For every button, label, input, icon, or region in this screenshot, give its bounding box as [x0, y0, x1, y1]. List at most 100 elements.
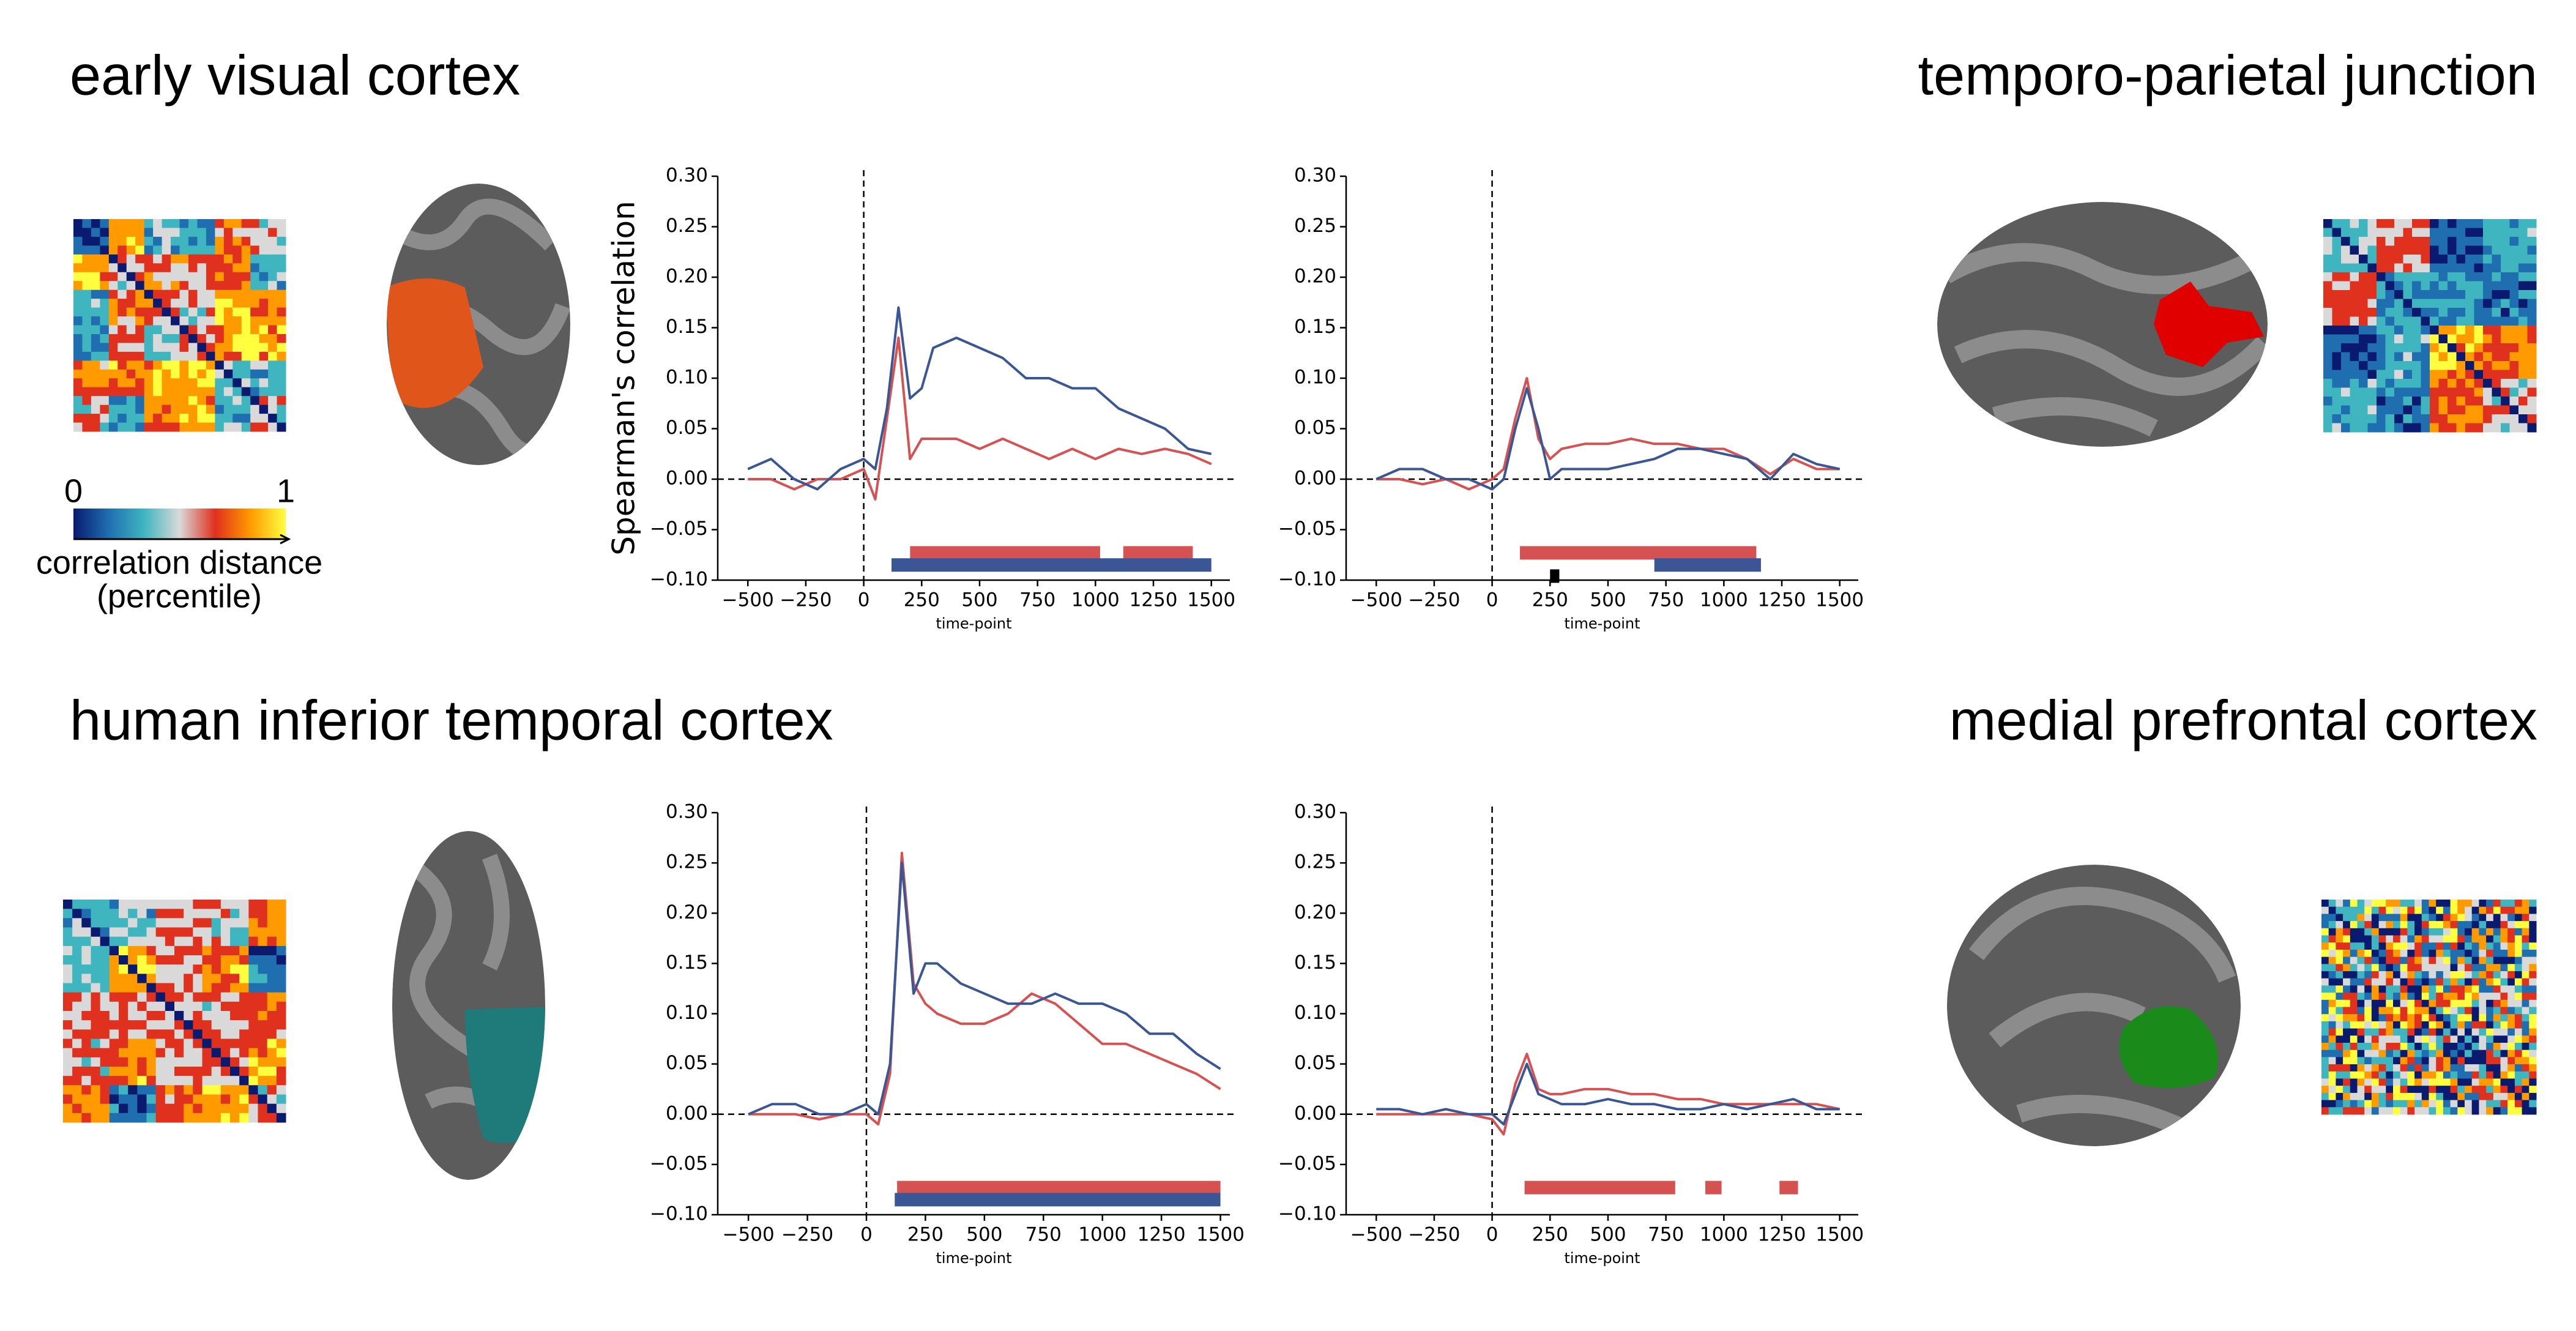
matrix-cell: [2443, 1107, 2451, 1115]
matrix-cell: [2357, 928, 2365, 936]
matrix-cell: [2336, 964, 2343, 972]
matrix-cell: [2457, 1064, 2465, 1072]
matrix-cell: [2486, 914, 2494, 922]
matrix-cell: [73, 360, 83, 370]
matrix-cell: [2438, 370, 2448, 379]
matrix-cell: [126, 396, 136, 406]
matrix-cell: [2529, 1086, 2537, 1094]
matrix-cell: [2323, 334, 2332, 344]
matrix-cell: [2323, 379, 2332, 388]
matrix-cell: [2386, 1050, 2394, 1057]
matrix-cell: [230, 1011, 240, 1021]
matrix-cell: [2486, 1050, 2494, 1057]
matrix-cell: [239, 983, 249, 993]
matrix-cell: [2471, 906, 2479, 914]
matrix-cell: [144, 219, 154, 228]
matrix-cell: [2479, 971, 2487, 979]
matrix-cell: [2421, 1007, 2429, 1015]
matrix-cell: [153, 228, 163, 237]
matrix-cell: [2350, 255, 2359, 264]
matrix-cell: [2456, 228, 2466, 237]
matrix-cell: [2323, 352, 2332, 362]
matrix-cell: [184, 1020, 193, 1030]
matrix-cell: [2371, 1092, 2380, 1101]
matrix-cell: [2518, 255, 2528, 264]
matrix-cell: [2509, 237, 2519, 246]
matrix-cell: [2492, 423, 2501, 433]
matrix-cell: [276, 1113, 286, 1123]
matrix-cell: [2479, 999, 2487, 1007]
matrix-cell: [2407, 1050, 2415, 1057]
matrix-cell: [2400, 1064, 2408, 1072]
matrix-cell: [2436, 1021, 2444, 1029]
matrix-cell: [72, 1085, 82, 1095]
matrix-cell: [2332, 387, 2342, 397]
matrix-cell: [230, 1038, 240, 1049]
matrix-cell: [2465, 219, 2474, 228]
matrix-cell: [2486, 1064, 2494, 1072]
matrix-cell: [2341, 272, 2350, 281]
matrix-cell: [2492, 255, 2501, 264]
matrix-cell: [2403, 379, 2413, 388]
matrix-cell: [2450, 971, 2458, 979]
matrix-cell: [2341, 379, 2350, 388]
matrix-cell: [81, 936, 91, 947]
matrix-cell: [146, 1103, 157, 1114]
matrix-cell: [2343, 1107, 2351, 1115]
matrix-cell: [267, 974, 277, 983]
matrix-cell: [162, 316, 171, 326]
matrix-cell: [2385, 308, 2395, 317]
matrix-cell: [179, 263, 189, 273]
matrix-cell: [2514, 993, 2523, 1001]
matrix-cell: [2456, 423, 2466, 433]
y-tick-label: 0.20: [1294, 266, 1336, 288]
matrix-cell: [2493, 928, 2501, 936]
matrix-cell: [2321, 1107, 2329, 1115]
matrix-cell: [126, 316, 136, 326]
matrix-cell: [276, 927, 286, 938]
matrix-cell: [2501, 423, 2510, 433]
matrix-cell: [117, 422, 127, 432]
matrix-cell: [174, 1076, 184, 1086]
matrix-cell: [2357, 1086, 2365, 1094]
matrix-cell: [2403, 237, 2413, 246]
matrix-cell: [2486, 1043, 2494, 1051]
matrix-cell: [2357, 1035, 2365, 1043]
matrix-cell: [2479, 1071, 2487, 1079]
matrix-cell: [126, 228, 136, 237]
matrix-cell: [165, 992, 175, 1002]
matrix-cell: [2429, 1107, 2436, 1115]
matrix-cell: [211, 945, 221, 956]
matrix-cell: [91, 236, 100, 246]
matrix-cell: [153, 360, 163, 370]
matrix-cell: [2436, 928, 2444, 936]
matrix-cell: [165, 974, 175, 983]
matrix-cell: [2465, 971, 2473, 979]
matrix-cell: [2514, 935, 2523, 943]
matrix-cell: [2336, 928, 2343, 936]
matrix-cell: [162, 422, 171, 432]
matrix-cell: [2385, 414, 2395, 423]
matrix-cell: [119, 909, 128, 919]
matrix-cell: [162, 387, 171, 397]
matrix-cell: [230, 1085, 240, 1095]
matrix-cell: [162, 245, 171, 255]
matrix-cell: [2412, 423, 2421, 433]
matrix-cell: [248, 983, 258, 993]
matrix-cell: [2514, 928, 2523, 936]
matrix-cell: [144, 272, 154, 281]
matrix-cell: [100, 927, 110, 938]
matrix-cell: [109, 900, 119, 909]
matrix-cell: [2407, 1028, 2415, 1036]
matrix-cell: [276, 1057, 286, 1067]
matrix-cell: [2436, 906, 2444, 914]
matrix-cell: [109, 1029, 119, 1039]
matrix-cell: [171, 387, 180, 397]
matrix-cell: [258, 1113, 268, 1123]
matrix-cell: [135, 299, 145, 308]
matrix-cell: [2448, 343, 2457, 352]
matrix-cell: [2400, 1050, 2408, 1057]
matrix-cell: [276, 936, 286, 947]
matrix-cell: [2364, 906, 2372, 914]
matrix-cell: [91, 1076, 101, 1086]
